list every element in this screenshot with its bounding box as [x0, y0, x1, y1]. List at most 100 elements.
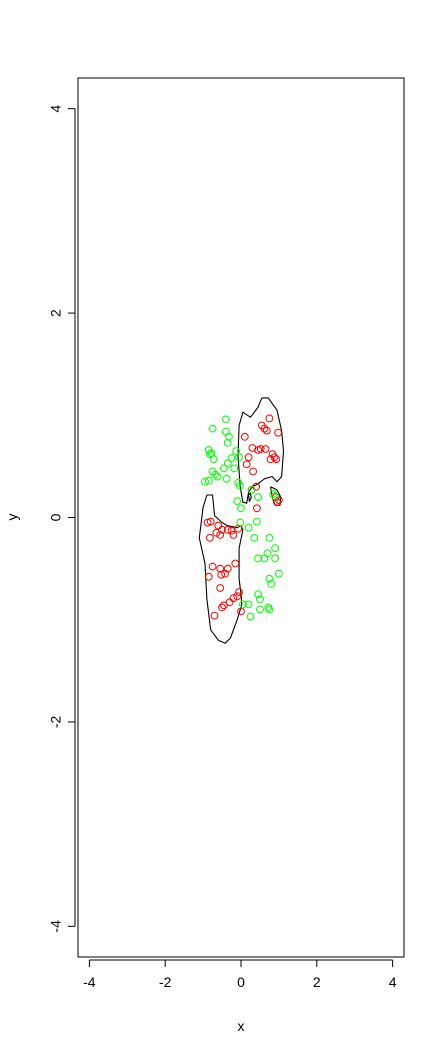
point-series2-12 — [209, 455, 218, 464]
point-series2-14 — [220, 464, 228, 473]
point-series1-41 — [217, 570, 226, 579]
point-series1-4 — [262, 426, 271, 435]
point-series1-42 — [216, 584, 225, 592]
point-series1-32 — [206, 534, 214, 542]
x-tick-label: 0 — [237, 974, 245, 990]
point-series1-35 — [204, 572, 213, 581]
point-series1-26 — [214, 521, 223, 530]
y-tick-label: 0 — [48, 513, 64, 521]
point-series1-24 — [206, 517, 215, 526]
point-series2-49 — [239, 600, 247, 609]
point-series2-25 — [237, 504, 245, 513]
y-axis: -4 -2 0 2 4 — [48, 105, 76, 933]
point-series1-33 — [212, 528, 221, 537]
contour-line-1 — [237, 397, 285, 504]
point-series2-11 — [235, 453, 244, 462]
point-series2-40 — [265, 574, 274, 583]
point-series2-42 — [254, 590, 263, 599]
point-series1-7 — [248, 444, 257, 452]
point-series2-19 — [222, 474, 231, 483]
point-series1-50 — [237, 607, 245, 616]
point-series2-4 — [225, 432, 233, 441]
point-series1-13 — [244, 453, 253, 462]
point-series1-6 — [240, 432, 249, 441]
point-series2-10 — [227, 454, 236, 463]
point-series1-29 — [227, 526, 236, 535]
point-series2-34 — [271, 544, 280, 553]
data-points — [201, 414, 283, 621]
point-series2-32 — [250, 534, 259, 542]
point-series2-37 — [271, 554, 280, 563]
y-tick-label: 2 — [48, 309, 64, 317]
point-series2-28 — [253, 517, 261, 526]
point-series2-29 — [269, 490, 278, 498]
point-series2-24 — [233, 497, 242, 506]
y-tick-label: 4 — [48, 105, 64, 113]
point-series1-37 — [216, 564, 225, 573]
point-series2-41 — [267, 580, 276, 588]
y-tick-label: -2 — [48, 715, 64, 728]
point-series1-15 — [272, 455, 281, 464]
point-series1-47 — [220, 601, 228, 610]
point-series2-21 — [201, 477, 209, 486]
point-series2-36 — [260, 554, 269, 563]
point-series2-23 — [236, 481, 244, 490]
point-series1-10 — [254, 446, 263, 454]
point-series1-25 — [203, 518, 212, 527]
point-series1-9 — [261, 445, 270, 453]
point-series2-50 — [236, 518, 245, 527]
point-series2-31 — [244, 523, 253, 532]
point-series1-43 — [235, 588, 244, 596]
x-tick-label: 4 — [389, 974, 397, 990]
point-series2-1 — [221, 415, 230, 424]
point-series1-16 — [242, 460, 251, 469]
point-series1-30 — [229, 531, 238, 539]
x-tick-label: -4 — [83, 974, 96, 990]
x-tick-label: -2 — [159, 974, 172, 990]
point-series2-15 — [230, 464, 239, 473]
point-series2-17 — [211, 470, 220, 479]
y-axis-title: y — [4, 514, 20, 521]
point-series2-30 — [271, 492, 280, 500]
point-series1-20 — [253, 504, 261, 513]
point-series2-48 — [246, 612, 255, 621]
point-series1-48 — [218, 603, 226, 612]
point-series2-18 — [213, 472, 222, 481]
point-series2-39 — [275, 569, 283, 578]
point-series2-38 — [254, 554, 263, 563]
contour-line-4 — [248, 491, 252, 503]
plot-area-frame — [77, 77, 405, 958]
point-series1-5 — [274, 428, 283, 437]
point-series2-20 — [204, 476, 213, 485]
contour-line-2 — [198, 494, 244, 644]
x-axis: -4 -2 0 2 4 — [83, 959, 397, 990]
point-series2-43 — [256, 595, 264, 604]
point-series2-45 — [256, 605, 264, 614]
point-series1-36 — [208, 562, 217, 571]
y-tick-label: -4 — [48, 920, 64, 933]
point-series1-28 — [223, 525, 232, 534]
x-tick-label: 2 — [313, 974, 321, 990]
point-series1-40 — [231, 559, 240, 568]
point-series1-1 — [265, 414, 274, 423]
point-series1-3 — [260, 424, 269, 433]
point-series1-12 — [270, 453, 279, 462]
point-series2-35 — [263, 549, 272, 558]
point-series2-5 — [223, 439, 232, 447]
point-series2-44 — [244, 600, 253, 609]
point-series2-13 — [223, 459, 232, 468]
x-axis-title: x — [238, 1018, 245, 1034]
point-series2-26 — [247, 486, 256, 494]
point-series2-9 — [232, 447, 241, 456]
point-series2-8 — [206, 450, 214, 459]
point-series1-17 — [249, 467, 258, 476]
point-series2-27 — [254, 493, 263, 502]
point-series1-49 — [210, 611, 219, 620]
point-series1-14 — [266, 455, 275, 464]
point-series1-39 — [223, 564, 232, 573]
point-series1-44 — [233, 592, 242, 601]
point-series2-47 — [265, 605, 274, 614]
point-series2-33 — [265, 534, 274, 542]
point-series2-2 — [208, 424, 217, 433]
